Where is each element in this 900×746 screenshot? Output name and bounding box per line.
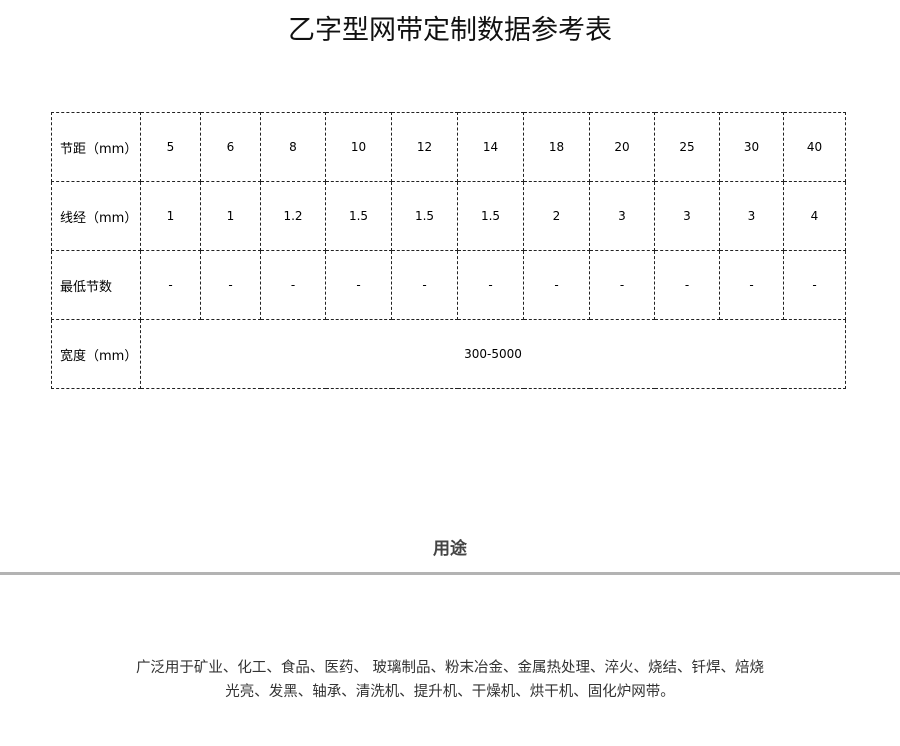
table-cell: - <box>783 250 846 320</box>
table-cell: - <box>391 250 458 320</box>
table-row: 线经（mm） 1 1 1.2 1.5 1.5 1.5 2 3 3 3 4 <box>51 181 846 251</box>
table-cell: 14 <box>457 112 524 182</box>
table-cell: - <box>654 250 720 320</box>
table-cell: - <box>140 250 201 320</box>
usage-line-2: 光亮、发黑、轴承、清洗机、提升机、干燥机、烘干机、固化炉网带。 <box>225 684 675 700</box>
row-label: 节距（mm） <box>51 112 141 182</box>
table-cell: 30 <box>719 112 784 182</box>
table-cell: 6 <box>200 112 261 182</box>
table-cell: 20 <box>589 112 655 182</box>
table-cell: 1.2 <box>260 181 326 251</box>
table-cell: 1.5 <box>391 181 458 251</box>
table-cell: 2 <box>523 181 590 251</box>
table-cell: 18 <box>523 112 590 182</box>
table-row: 宽度（mm） 300-5000 <box>51 319 846 389</box>
table-cell: - <box>589 250 655 320</box>
table-cell: - <box>719 250 784 320</box>
table-cell: 40 <box>783 112 846 182</box>
table-cell: 1 <box>200 181 261 251</box>
row-label: 宽度（mm） <box>51 319 141 389</box>
table-cell: 1.5 <box>457 181 524 251</box>
table-cell: 10 <box>325 112 392 182</box>
table-cell: 3 <box>589 181 655 251</box>
spec-table: 节距（mm） 5 6 8 10 12 14 18 20 25 30 40 线经（mm） 1 1 1.2 1.5 1… <box>51 112 846 389</box>
table-cell: 1 <box>140 181 201 251</box>
row-label: 线经（mm） <box>51 181 141 251</box>
usage-line-1: 广泛用于矿业、化工、食品、医药、 玻璃制品、粉末冶金、金属热处理、淬火、烧结、钎… <box>135 660 765 676</box>
width-value: 300-5000 <box>140 319 846 389</box>
table-cell: 25 <box>654 112 720 182</box>
table-cell: - <box>457 250 524 320</box>
table-cell: 3 <box>654 181 720 251</box>
page-title: 乙字型网带定制数据参考表 <box>288 15 612 46</box>
table-row: 最低节数 - - - - - - - - - - - <box>51 250 846 320</box>
table-cell: - <box>200 250 261 320</box>
table-cell: 4 <box>783 181 846 251</box>
usage-description: 广泛用于矿业、化工、食品、医药、 玻璃制品、粉末冶金、金属热处理、淬火、烧结、钎… <box>0 656 900 704</box>
table-cell: - <box>325 250 392 320</box>
table-cell: 8 <box>260 112 326 182</box>
table-cell: 5 <box>140 112 201 182</box>
row-label: 最低节数 <box>51 250 141 320</box>
usage-heading: 用途 <box>433 539 467 559</box>
table-cell: 12 <box>391 112 458 182</box>
table-row: 节距（mm） 5 6 8 10 12 14 18 20 25 30 40 <box>51 112 846 182</box>
table-cell: - <box>260 250 326 320</box>
divider <box>0 572 900 575</box>
table-cell: 3 <box>719 181 784 251</box>
table-cell: 1.5 <box>325 181 392 251</box>
table-cell: - <box>523 250 590 320</box>
